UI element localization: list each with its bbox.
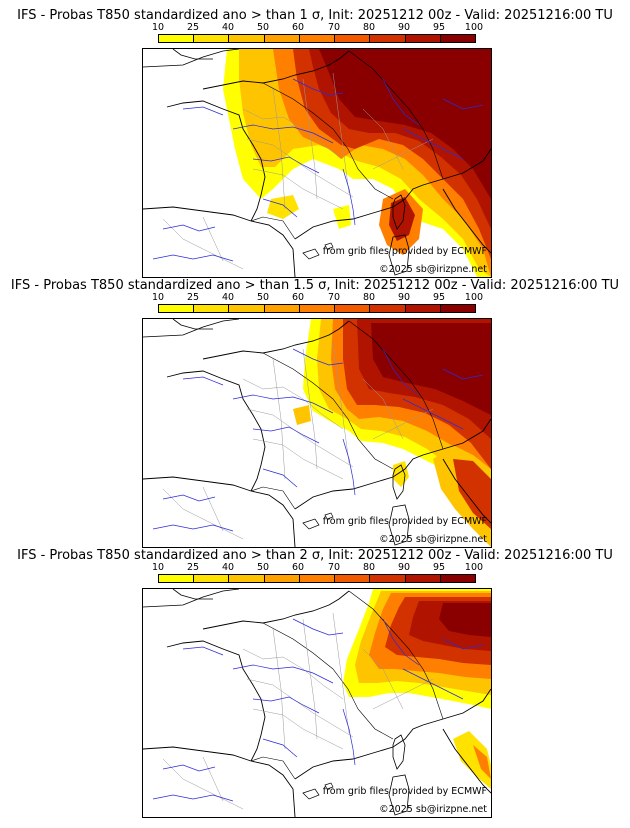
colorbar [158,34,476,43]
tick-label: 80 [362,562,376,573]
probability-field [293,319,491,547]
tick-label: 90 [397,292,411,303]
tick-label: 25 [186,292,200,303]
colorbar-segment [159,305,195,312]
tick-label: 100 [464,562,484,573]
probability-map: from grib files provided by ECMWF ©2025 … [142,318,492,548]
probability-map: from grib files provided by ECMWF ©2025 … [142,48,492,278]
colorbar-segment [405,305,441,312]
tick-label: 60 [291,292,305,303]
tick-label: 50 [256,562,270,573]
tick-label: 80 [362,292,376,303]
tick-label: 50 [256,292,270,303]
colorbar-segment [299,35,336,42]
copyright-credit: ©2025 sb@irizpne.net [379,264,487,275]
tick-label: 100 [464,22,484,33]
tick-label: 95 [432,292,446,303]
colorbar-segment [264,35,300,42]
tick-label: 60 [291,22,305,33]
colorbar-segment [299,305,336,312]
colorbar-ticks: 10 25 40 50 60 70 80 90 95 100 [152,292,483,304]
panel-title: IFS - Probas T850 standardized ano > tha… [10,278,620,293]
tick-label: 70 [327,562,341,573]
probability-field [343,589,491,789]
probability-map: from grib files provided by ECMWF ©2025 … [142,588,492,818]
colorbar-segment [440,35,475,42]
colorbar [158,574,476,583]
source-credit: from grib files provided by ECMWF [322,786,487,797]
colorbar-segment [335,305,371,312]
copyright-credit: ©2025 sb@irizpne.net [379,534,487,545]
tick-label: 90 [397,562,411,573]
colorbar-segment [264,305,300,312]
tick-label: 40 [221,22,235,33]
panel-title: IFS - Probas T850 standardized ano > tha… [17,548,613,563]
colorbar-segment [370,305,406,312]
colorbar-ticks: 10 25 40 50 60 70 80 90 95 100 [152,562,483,574]
tick-label: 50 [256,22,270,33]
map-panel-3: IFS - Probas T850 standardized ano > tha… [0,548,630,818]
colorbar-segment [229,35,265,42]
tick-label: 25 [186,22,200,33]
tick-label: 40 [221,292,235,303]
colorbar-segment [335,575,371,582]
tick-label: 80 [362,22,376,33]
colorbar-segment [264,575,300,582]
source-credit: from grib files provided by ECMWF [322,516,487,527]
tick-label: 10 [151,292,165,303]
colorbar-segment [299,575,336,582]
colorbar-ticks: 10 25 40 50 60 70 80 90 95 100 [152,22,483,34]
source-credit: from grib files provided by ECMWF [322,246,487,257]
colorbar [158,304,476,313]
colorbar-segment [194,305,230,312]
colorbar-segment [229,575,265,582]
colorbar-segment [440,575,475,582]
tick-label: 10 [151,22,165,33]
colorbar-segment [335,35,371,42]
tick-label: 60 [291,562,305,573]
colorbar-segment [194,575,230,582]
colorbar-segment [405,35,441,42]
colorbar-segment [159,35,195,42]
colorbar-segment [370,575,406,582]
tick-label: 95 [432,22,446,33]
map-panel-2: IFS - Probas T850 standardized ano > tha… [0,278,630,548]
tick-label: 100 [464,292,484,303]
tick-label: 70 [327,22,341,33]
tick-label: 90 [397,22,411,33]
tick-label: 10 [151,562,165,573]
panel-title: IFS - Probas T850 standardized ano > tha… [17,8,613,23]
colorbar-segment [159,575,195,582]
map-panel-1: IFS - Probas T850 standardized ano > tha… [0,8,630,278]
tick-label: 25 [186,562,200,573]
colorbar-segment [229,305,265,312]
colorbar-segment [370,35,406,42]
colorbar-segment [405,575,441,582]
colorbar-segment [440,305,475,312]
tick-label: 40 [221,562,235,573]
tick-label: 95 [432,562,446,573]
tick-label: 70 [327,292,341,303]
colorbar-segment [194,35,230,42]
probability-field [223,49,491,277]
copyright-credit: ©2025 sb@irizpne.net [379,804,487,815]
